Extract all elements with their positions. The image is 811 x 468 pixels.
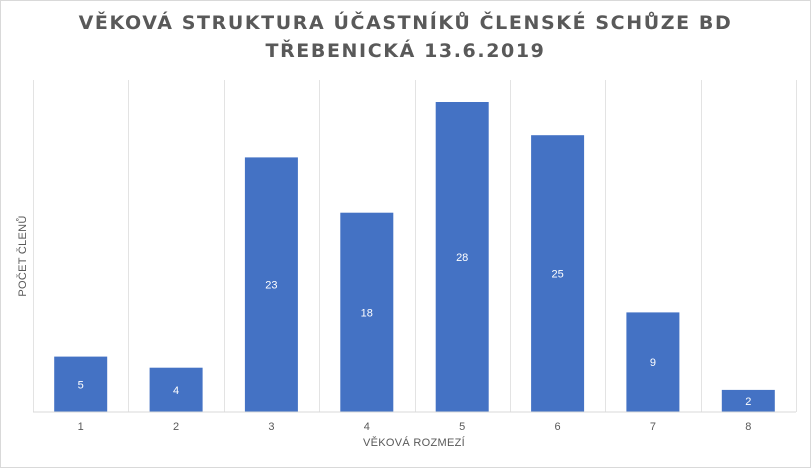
x-tick-label-7: 7 xyxy=(650,421,656,433)
x-tick-label-2: 2 xyxy=(173,421,179,433)
bar-2 xyxy=(149,367,203,412)
bar-8 xyxy=(721,389,775,412)
bar-4 xyxy=(340,212,394,412)
data-label-2: 4 xyxy=(173,385,179,397)
data-label-1: 5 xyxy=(78,379,84,391)
bar-7 xyxy=(626,312,680,412)
bar-6 xyxy=(531,135,585,412)
x-tick-labels: 1 2 3 4 5 6 7 8 xyxy=(78,421,752,433)
x-tick-label-4: 4 xyxy=(364,421,370,433)
bar-3 xyxy=(244,157,298,412)
x-tick-label-8: 8 xyxy=(745,421,751,433)
data-label-6: 25 xyxy=(551,269,563,281)
chart-title-line-1: VĚKOVÁ STRUKTURA ÚČASTNÍKŮ ČLENSKÉ SCHŮZ… xyxy=(78,12,733,34)
data-label-5: 28 xyxy=(456,252,468,264)
bar-5 xyxy=(435,102,489,412)
y-axis-title: POČET ČLENŮ xyxy=(16,215,29,296)
chart-title-line-2: TŘEBENICKÁ 13.6.2019 xyxy=(265,40,546,62)
x-tick-label-3: 3 xyxy=(268,421,274,433)
x-tick-label-1: 1 xyxy=(78,421,84,433)
data-labels: 5 4 23 18 28 25 9 2 xyxy=(78,252,752,408)
data-label-8: 2 xyxy=(745,396,751,408)
bars xyxy=(54,102,775,412)
data-label-3: 23 xyxy=(265,280,277,292)
x-tick-label-5: 5 xyxy=(459,421,465,433)
data-label-4: 18 xyxy=(361,307,373,319)
gridlines xyxy=(33,80,797,412)
x-tick-label-6: 6 xyxy=(555,421,561,433)
data-label-7: 9 xyxy=(650,357,656,369)
x-axis-title: VĚKOVÁ ROZMEZÍ xyxy=(363,436,466,449)
bar-1 xyxy=(54,356,108,412)
